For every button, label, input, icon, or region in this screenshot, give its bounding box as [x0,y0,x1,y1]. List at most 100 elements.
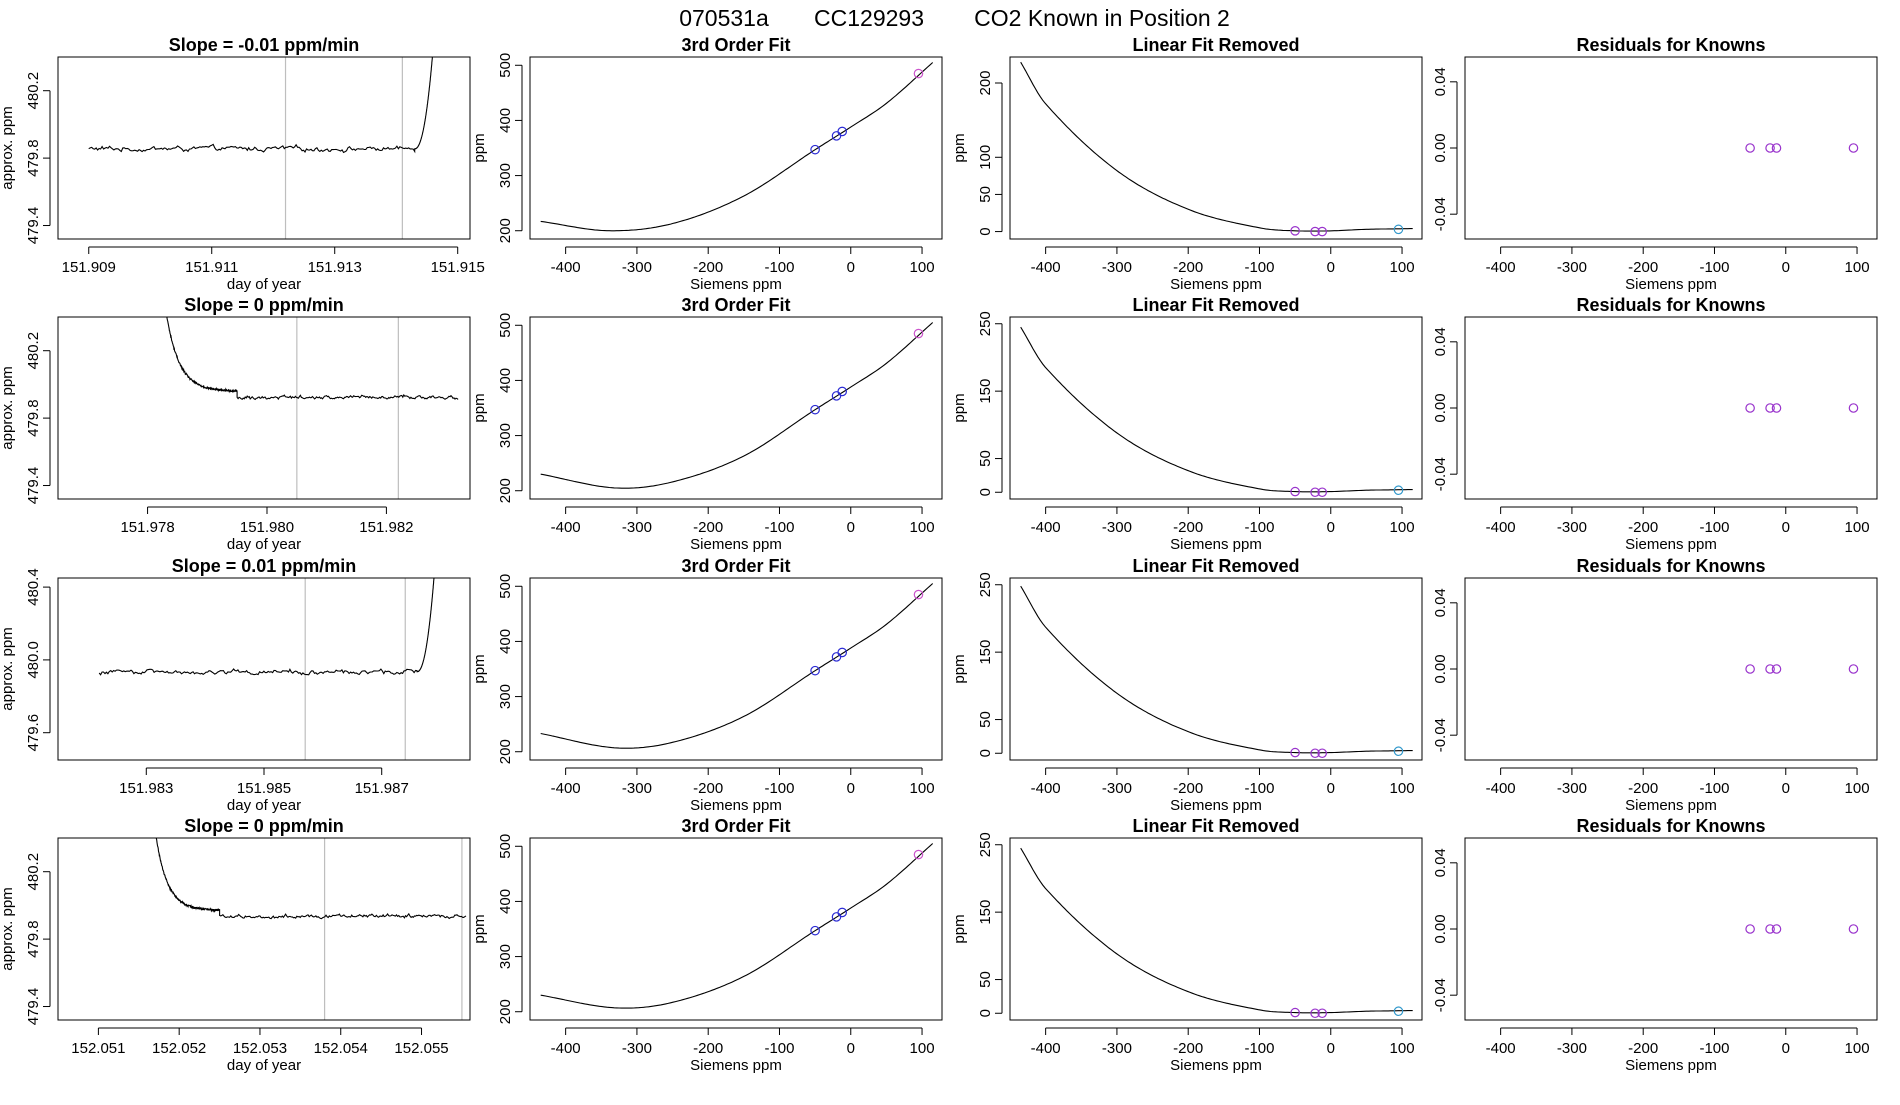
panel-r3-linres: Linear Fit Removed -400 -300 -200 -100 0 100 Si… [951,556,1423,814]
x-tick-label: 151.982 [359,519,413,536]
x-tick-label: -200 [1173,519,1203,536]
panel-title: Slope = -0.01 ppm/min [169,35,360,55]
panel-title: Slope = 0 ppm/min [184,816,344,836]
x-tick-label: 152.051 [71,1040,125,1057]
data-point [1745,143,1755,153]
y-axis-label: ppm [471,654,488,683]
figure-title-cylinder: CC129293 [814,5,924,31]
data-point [1290,1007,1300,1018]
data-point [1393,485,1404,496]
x-tick-label: 151.980 [240,519,294,536]
fit-curve [1020,61,1413,232]
y-axis-label: ppm [951,914,968,943]
y-tick-label: 250 [977,832,994,857]
x-axis-label: Siemens ppm [1170,276,1262,293]
x-tick-label: -100 [764,259,794,276]
y-axis-label: ppm [471,133,488,162]
panel-r3-timeseries: Slope = 0.01 ppm/min 151.983 151.985 151.98… [0,556,471,814]
data-point [1393,224,1404,235]
y-tick-label: 200 [497,999,514,1024]
plot-frame [529,837,943,1021]
x-tick-label: 152.053 [233,1040,287,1057]
plot-frame [529,577,943,761]
y-tick-label: 200 [977,70,994,95]
data-point [1290,226,1300,236]
panel-r3-fit3: 3rd Order Fit -400 -300 -200 -100 0 100 Siemens… [471,556,943,814]
data-point [837,386,848,397]
x-tick-label: -100 [764,1040,794,1057]
y-tick-label: 400 [497,629,514,654]
x-tick-label: -100 [764,519,794,536]
data-point [1745,924,1755,934]
plot-frame [57,56,471,240]
x-tick-label: 0 [847,780,855,797]
panel-r1-resid: Residuals for Knowns -400 -300 -200 -100 0 100… [1432,35,1878,293]
panel-r4-linres: Linear Fit Removed -400 -300 -200 -100 0 100 Si… [951,816,1423,1074]
plot-area [155,838,467,1020]
y-tick-label: 50 [977,971,994,988]
panel-title: Slope = 0 ppm/min [184,295,344,315]
x-tick-label: -200 [693,259,723,276]
y-tick-label: 480.4 [25,568,42,606]
data-point [1317,226,1328,237]
panel-title: 3rd Order Fit [681,556,790,576]
data-point [837,126,848,137]
figure-title-run: 070531a [679,5,769,31]
y-tick-label: 0.04 [1432,327,1449,356]
data-point [913,849,924,860]
y-tick-label: 150 [977,379,994,404]
y-tick-label: 479.6 [25,714,42,752]
data-point [1765,664,1775,674]
y-tick-label: 400 [497,368,514,393]
plot-frame [57,577,471,761]
data-point [1317,487,1328,498]
data-point [913,68,924,79]
x-tick-label: -200 [1628,519,1658,536]
x-tick-label: 151.987 [355,780,409,797]
x-axis-label: Siemens ppm [1625,536,1717,553]
y-tick-label: 480.2 [25,853,42,891]
data-point [1771,924,1782,934]
x-tick-label: -200 [1173,259,1203,276]
x-tick-label: -200 [1628,780,1658,797]
y-tick-label: 0.00 [1432,133,1449,162]
x-tick-label: -300 [1102,780,1132,797]
panel-r1-timeseries: Slope = -0.01 ppm/min 151.909 151.911 151.9… [0,35,485,293]
panel-title: 3rd Order Fit [681,35,790,55]
x-tick-label: 100 [1390,1040,1415,1057]
data-point [1771,143,1782,153]
fit-curve [1020,847,1413,1014]
y-tick-label: 0 [977,488,994,496]
x-tick-label: 0 [847,519,855,536]
panel-r3-resid: Residuals for Knowns -400 -300 -200 -100 0 100… [1432,556,1878,814]
x-tick-label: -200 [693,519,723,536]
panel-r2-resid: Residuals for Knowns -400 -300 -200 -100 0 100… [1432,295,1878,553]
x-tick-label: 151.983 [119,780,173,797]
y-axis-label: ppm [951,654,968,683]
y-tick-label: -0.04 [1432,978,1449,1012]
panel-title: Residuals for Knowns [1576,35,1765,55]
data-point [1765,143,1775,153]
y-tick-label: -0.04 [1432,718,1449,752]
x-tick-label: 151.913 [308,259,362,276]
y-tick-label: 400 [497,889,514,914]
data-point [1317,1008,1328,1019]
panel-r2-timeseries: Slope = 0 ppm/min 151.978 151.980 151.982 da… [0,295,471,553]
panel-r1-linres: Linear Fit Removed -400 -300 -200 -100 0 100 Si… [951,35,1423,293]
y-tick-label: 480.0 [25,641,42,679]
x-axis-label: Siemens ppm [690,536,782,553]
x-tick-label: 151.911 [185,259,238,276]
plot-frame [1009,56,1423,240]
panel-title: 3rd Order Fit [681,295,790,315]
y-tick-label: 50 [977,186,994,203]
x-axis-label: Siemens ppm [690,797,782,814]
data-point [1765,924,1775,934]
x-axis-label: Siemens ppm [1625,1057,1717,1074]
plot-area [1745,403,1859,413]
x-tick-label: 152.054 [314,1040,368,1057]
y-tick-label: 0.04 [1432,67,1449,96]
data-point [837,907,848,918]
x-tick-label: 0 [847,1040,855,1057]
